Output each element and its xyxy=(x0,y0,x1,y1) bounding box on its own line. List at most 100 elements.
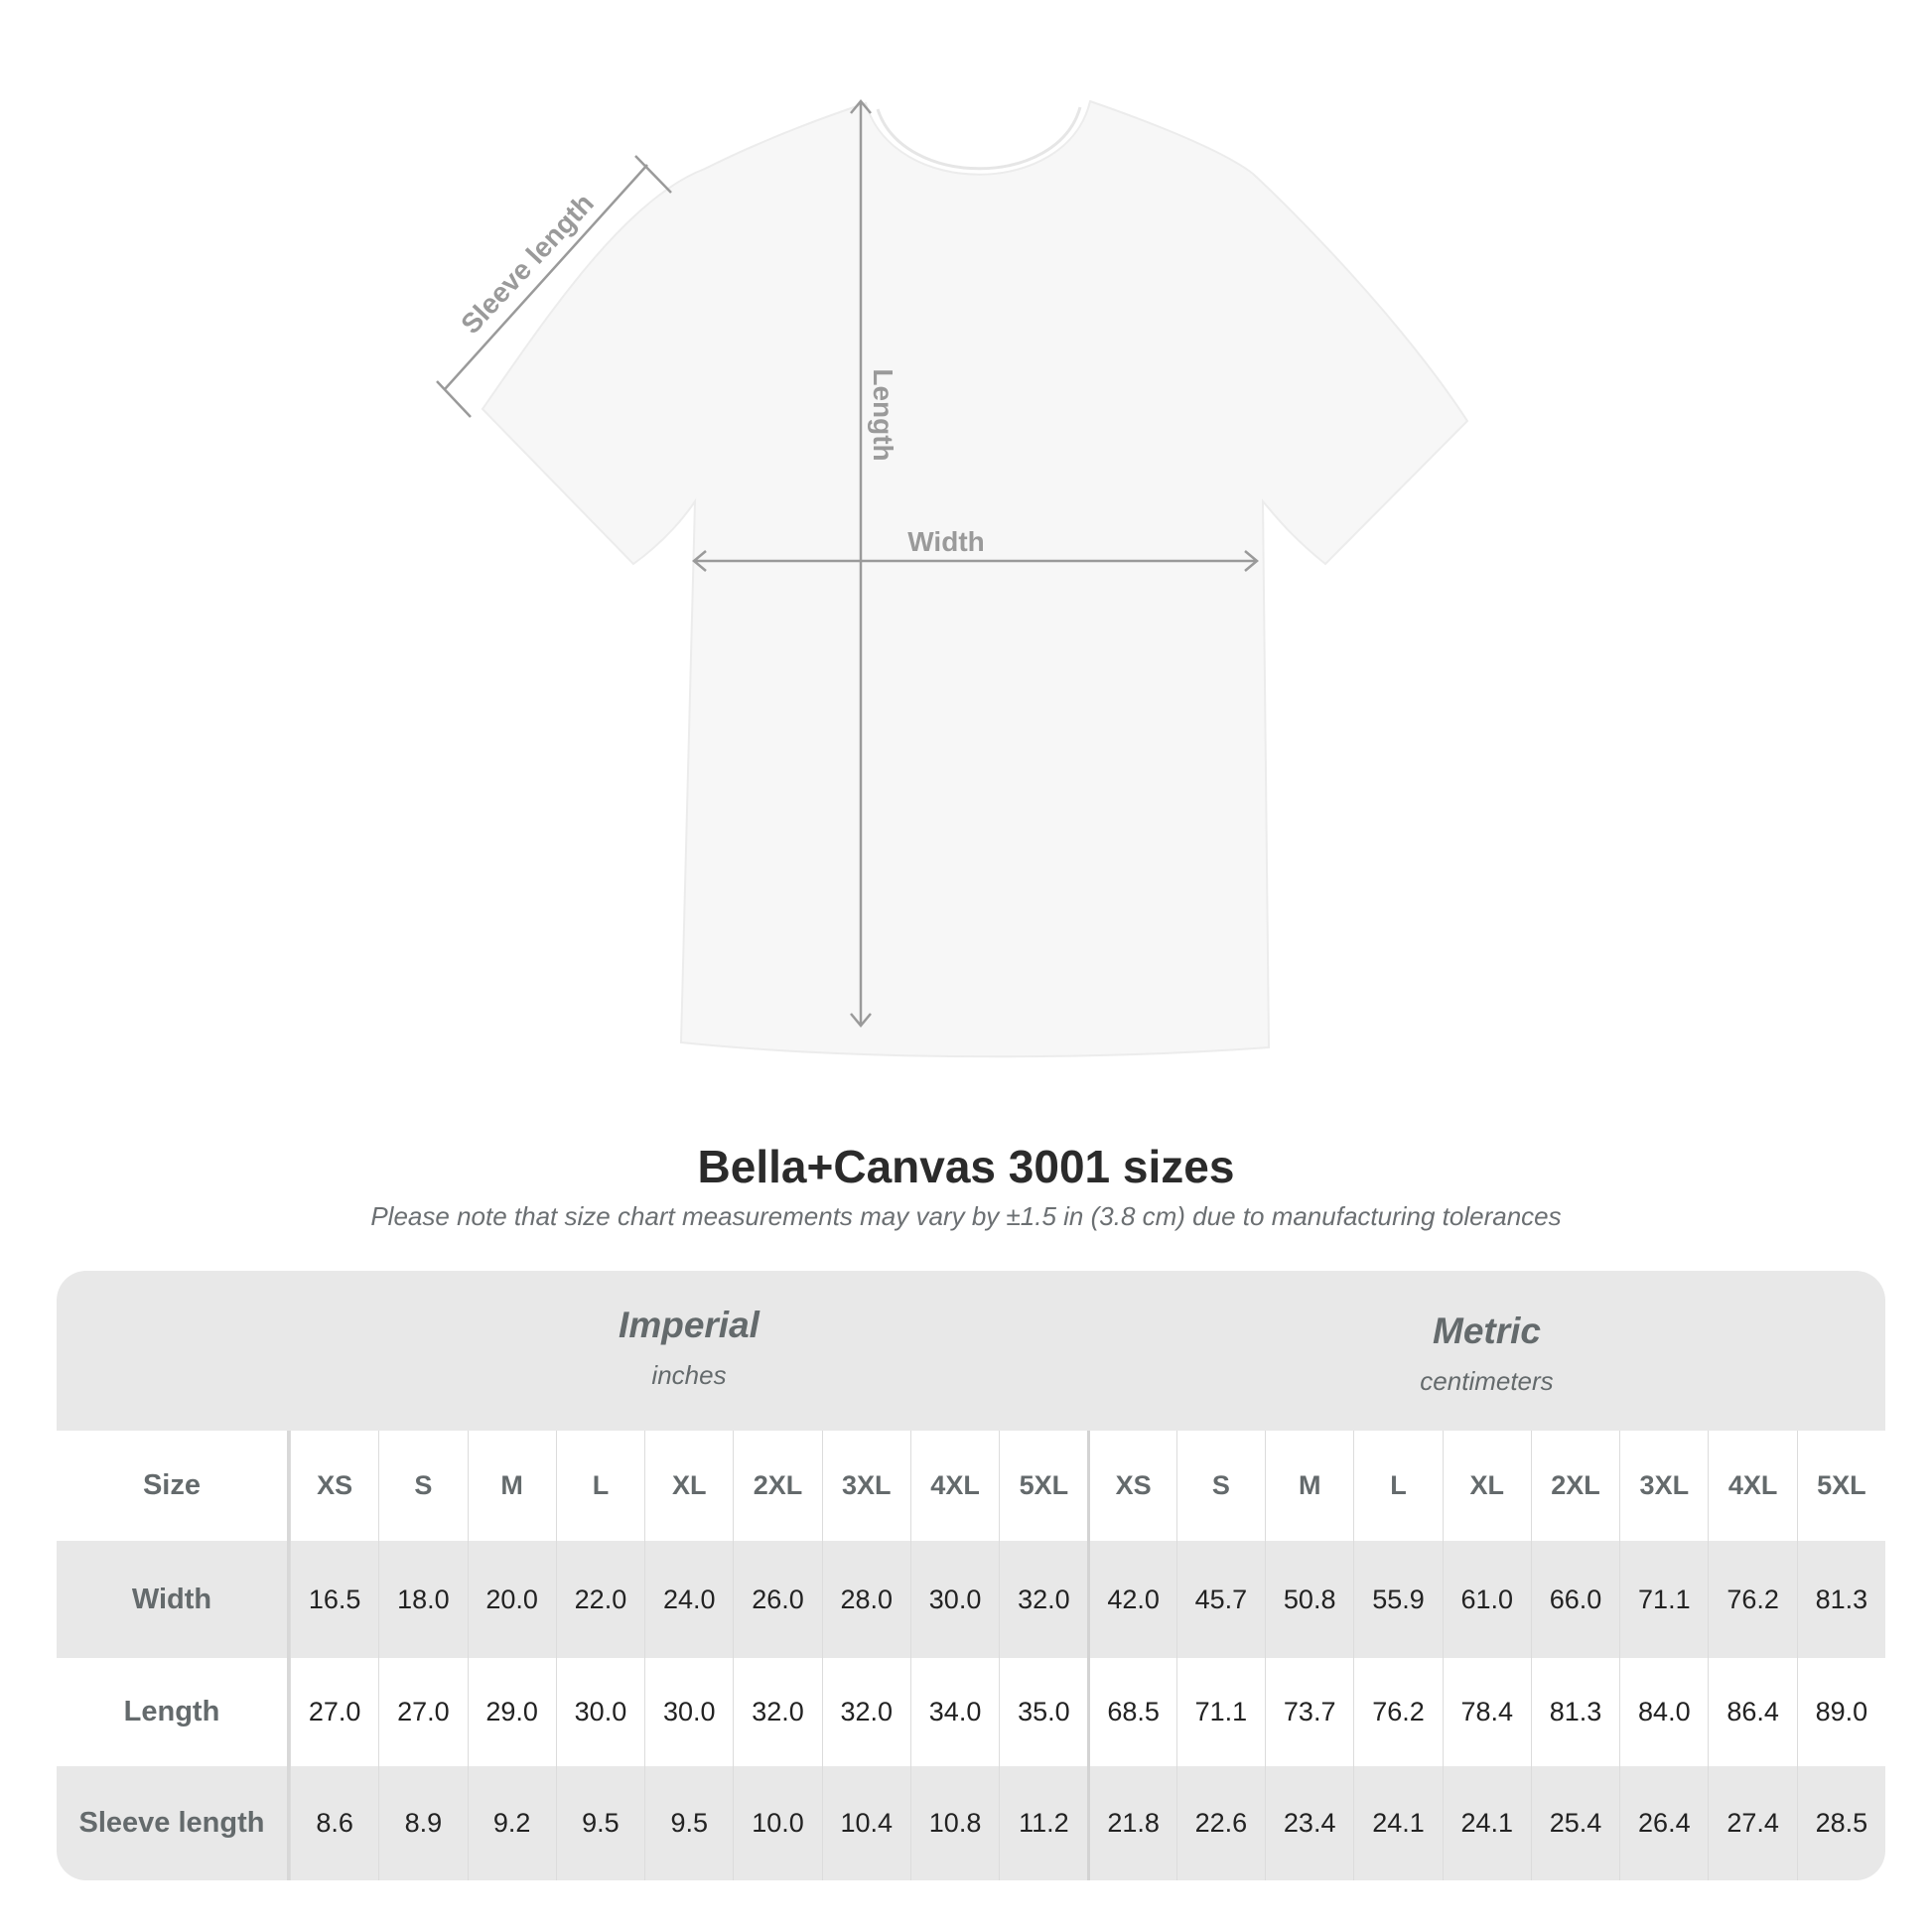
tshirt-shape xyxy=(481,99,1469,1058)
table-row: Sleeve length 8.6 8.9 9.2 9.5 9.5 10.0 10.4 10.8… xyxy=(57,1766,1885,1880)
value-cell: 27.0 xyxy=(378,1658,467,1766)
value-cell: 86.4 xyxy=(1708,1658,1796,1766)
size-header-cell: 4XL xyxy=(909,1431,999,1541)
value-cell: 18.0 xyxy=(378,1541,467,1658)
sleeve-arrow-start-tick xyxy=(634,155,672,194)
value-cell: 22.0 xyxy=(555,1541,644,1658)
value-cell: 68.5 xyxy=(1087,1658,1175,1766)
row-label: Length xyxy=(57,1658,290,1766)
row-label: Sleeve length xyxy=(57,1766,290,1880)
value-cell: 81.3 xyxy=(1530,1658,1619,1766)
tolerance-note: Please note that size chart measurements… xyxy=(370,1201,1562,1231)
value-cell: 73.7 xyxy=(1265,1658,1353,1766)
metric-title: Metric xyxy=(1433,1311,1541,1351)
size-header-cell: 3XL xyxy=(1619,1431,1708,1541)
width-arrow-right-head xyxy=(1244,550,1259,572)
value-cell: 23.4 xyxy=(1265,1766,1353,1880)
length-arrow-bottom-head xyxy=(850,1013,872,1028)
value-cell: 9.5 xyxy=(644,1766,733,1880)
value-cell: 89.0 xyxy=(1796,1658,1885,1766)
tshirt-diagram: Length Width Sleeve length xyxy=(436,99,1469,1058)
value-cell: 10.4 xyxy=(821,1766,910,1880)
size-header-cell: XL xyxy=(1442,1431,1531,1541)
value-cell: 71.1 xyxy=(1175,1658,1265,1766)
value-cell: 76.2 xyxy=(1353,1658,1442,1766)
width-label: Width xyxy=(907,526,985,557)
size-header-cell: 4XL xyxy=(1708,1431,1796,1541)
value-cell: 9.5 xyxy=(555,1766,644,1880)
sleeve-arrow xyxy=(444,164,648,390)
size-header-cell: L xyxy=(1353,1431,1442,1541)
length-label: Length xyxy=(868,368,898,461)
value-cell: 9.2 xyxy=(467,1766,556,1880)
value-cell: 21.8 xyxy=(1087,1766,1175,1880)
size-table: Imperial inches Metric centimeters Size … xyxy=(57,1271,1885,1880)
size-header-row: Size XS S M L XL 2XL 3XL 4XL 5XL XS S M L XL 2XL 3XL 4XL… xyxy=(57,1431,1885,1541)
value-cell: 26.4 xyxy=(1619,1766,1708,1880)
value-cell: 81.3 xyxy=(1796,1541,1885,1658)
size-header-cell: XS xyxy=(289,1431,378,1541)
value-cell: 11.2 xyxy=(999,1766,1087,1880)
size-label: Size xyxy=(57,1431,290,1541)
value-cell: 10.0 xyxy=(733,1766,821,1880)
value-cell: 8.9 xyxy=(378,1766,467,1880)
value-cell: 26.0 xyxy=(733,1541,821,1658)
value-cell: 55.9 xyxy=(1353,1541,1442,1658)
value-cell: 32.0 xyxy=(821,1658,910,1766)
value-cell: 29.0 xyxy=(467,1658,556,1766)
value-cell: 78.4 xyxy=(1442,1658,1531,1766)
value-cell: 84.0 xyxy=(1619,1658,1708,1766)
collar-seam xyxy=(876,106,1082,171)
size-header-cell: 5XL xyxy=(999,1431,1087,1541)
value-cell: 45.7 xyxy=(1175,1541,1265,1658)
size-header-cell: M xyxy=(1265,1431,1353,1541)
value-cell: 27.4 xyxy=(1708,1766,1796,1880)
value-cell: 27.0 xyxy=(289,1658,378,1766)
value-cell: 32.0 xyxy=(999,1541,1087,1658)
imperial-unit: inches xyxy=(651,1360,727,1390)
value-cell: 61.0 xyxy=(1442,1541,1531,1658)
value-cell: 10.8 xyxy=(909,1766,999,1880)
value-cell: 8.6 xyxy=(289,1766,378,1880)
value-cell: 24.1 xyxy=(1353,1766,1442,1880)
value-cell: 32.0 xyxy=(733,1658,821,1766)
size-header-cell: 5XL xyxy=(1796,1431,1885,1541)
page-title: Bella+Canvas 3001 sizes xyxy=(697,1141,1235,1192)
units-header xyxy=(57,1271,1885,1431)
size-header-cell: XL xyxy=(644,1431,733,1541)
row-label: Width xyxy=(57,1541,290,1658)
metric-header: Metric centimeters xyxy=(1088,1311,1885,1397)
value-cell: 25.4 xyxy=(1530,1766,1619,1880)
imperial-title: Imperial xyxy=(619,1305,759,1345)
value-cell: 22.6 xyxy=(1175,1766,1265,1880)
value-cell: 20.0 xyxy=(467,1541,556,1658)
imperial-header: Imperial inches xyxy=(290,1305,1088,1391)
size-header-cell: M xyxy=(467,1431,556,1541)
value-cell: 30.0 xyxy=(555,1658,644,1766)
value-cell: 34.0 xyxy=(909,1658,999,1766)
size-header-cell: L xyxy=(555,1431,644,1541)
size-header-cell: 2XL xyxy=(733,1431,821,1541)
value-cell: 28.5 xyxy=(1796,1766,1885,1880)
value-cell: 24.0 xyxy=(644,1541,733,1658)
value-cell: 30.0 xyxy=(644,1658,733,1766)
value-cell: 71.1 xyxy=(1619,1541,1708,1658)
value-cell: 76.2 xyxy=(1708,1541,1796,1658)
value-cell: 16.5 xyxy=(289,1541,378,1658)
size-header-cell: XS xyxy=(1087,1431,1175,1541)
value-cell: 30.0 xyxy=(909,1541,999,1658)
value-cell: 50.8 xyxy=(1265,1541,1353,1658)
value-cell: 35.0 xyxy=(999,1658,1087,1766)
size-header-cell: S xyxy=(1175,1431,1265,1541)
length-arrow-top-head xyxy=(850,99,872,114)
table-row: Length 27.0 27.0 29.0 30.0 30.0 32.0 32.0 34.0 35… xyxy=(57,1658,1885,1766)
size-header-cell: S xyxy=(378,1431,467,1541)
value-cell: 28.0 xyxy=(821,1541,910,1658)
sleeve-arrow-end-tick xyxy=(436,380,472,418)
value-cell: 66.0 xyxy=(1530,1541,1619,1658)
value-cell: 42.0 xyxy=(1087,1541,1175,1658)
table-row: Width 16.5 18.0 20.0 22.0 24.0 26.0 28.0 30.0 32.… xyxy=(57,1541,1885,1658)
size-header-cell: 3XL xyxy=(821,1431,910,1541)
value-cell: 24.1 xyxy=(1442,1766,1531,1880)
metric-unit: centimeters xyxy=(1420,1366,1554,1396)
